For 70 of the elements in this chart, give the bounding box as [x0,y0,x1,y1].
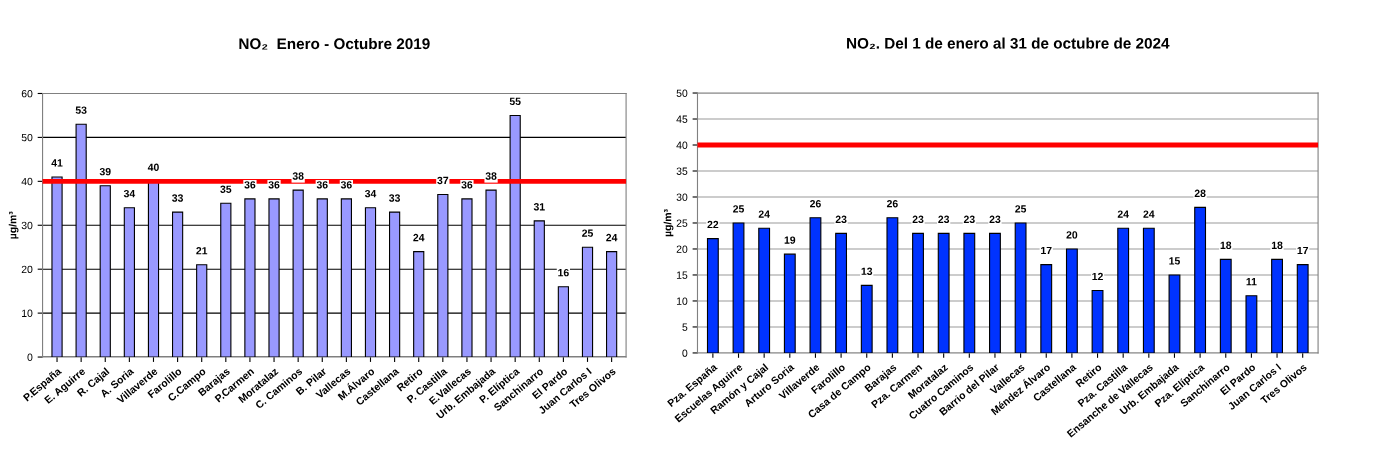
data-label: 39 [99,167,111,176]
data-label: 18 [1220,241,1232,249]
data-label: 25 [1015,205,1027,213]
data-label: 40 [147,163,159,171]
y-axis-title: µg/m³ [663,209,674,237]
data-label: 36 [340,181,352,189]
y-tick-label: 20 [21,265,33,274]
data-label: 31 [533,203,545,211]
data-label: 28 [1194,189,1206,197]
data-label: 24 [606,233,618,242]
data-label: 12 [1092,272,1103,281]
y-tick-label: 45 [676,115,688,123]
data-label: 33 [172,194,184,202]
data-label: 24 [1143,210,1155,218]
data-label: 36 [316,181,328,189]
y-tick-label: 35 [676,167,688,175]
data-label: 38 [292,172,304,180]
data-label: 17 [1041,246,1052,255]
data-label: 26 [886,200,898,208]
data-label: 24 [758,210,770,218]
y-tick-label: 15 [676,271,688,279]
chart-title: NO₂. Del 1 de enero al 31 de octubre de 2024 [847,37,1170,50]
data-label: 23 [835,215,847,223]
y-tick-label: 10 [676,297,688,305]
data-label: 36 [461,181,473,189]
y-tick-label: 30 [21,221,33,230]
data-label: 41 [51,159,63,167]
data-label: 33 [389,194,401,202]
chart-title: NO₂ Enero - Octubre 2019 [239,37,430,50]
data-label: 36 [268,181,280,189]
data-label: 55 [509,97,521,106]
y-tick-label: 60 [21,89,33,98]
data-label: 37 [437,176,449,185]
data-label: 16 [558,268,569,277]
data-label: 36 [244,181,256,189]
data-label: 38 [485,172,497,180]
data-label: 25 [733,205,745,213]
data-label: 24 [413,233,425,242]
data-label: 13 [861,267,873,275]
data-label: 11 [1246,278,1257,286]
data-label: 23 [989,215,1001,223]
data-label: 18 [1271,241,1283,249]
data-label: 23 [963,215,975,223]
data-label: 35 [220,185,232,193]
y-tick-label: 50 [21,133,33,142]
data-label: 26 [810,200,821,208]
data-label: 21 [196,247,208,255]
y-tick-label: 25 [676,219,688,227]
y-tick-label: 5 [682,323,688,331]
data-label: 22 [707,220,719,229]
y-tick-label: 10 [22,309,33,317]
data-label: 15 [1169,257,1180,265]
data-label: 23 [912,215,924,223]
data-label: 25 [582,229,594,237]
data-label: 34 [123,189,136,198]
data-label: 53 [75,106,87,114]
y-tick-label: 0 [27,353,33,361]
y-tick-label: 30 [676,193,688,201]
y-tick-label: 20 [676,245,688,253]
y-tick-label: 0 [682,349,688,357]
y-axis-title: µg/m³ [8,211,19,239]
data-label: 24 [1117,210,1129,218]
data-label: 23 [938,215,950,223]
data-label: 17 [1297,246,1309,255]
y-tick-label: 50 [676,89,688,97]
data-label: 20 [1066,231,1078,239]
y-tick-label: 40 [21,177,33,186]
y-tick-label: 40 [676,141,688,149]
data-label: 19 [784,236,796,244]
data-label: 34 [364,189,377,198]
